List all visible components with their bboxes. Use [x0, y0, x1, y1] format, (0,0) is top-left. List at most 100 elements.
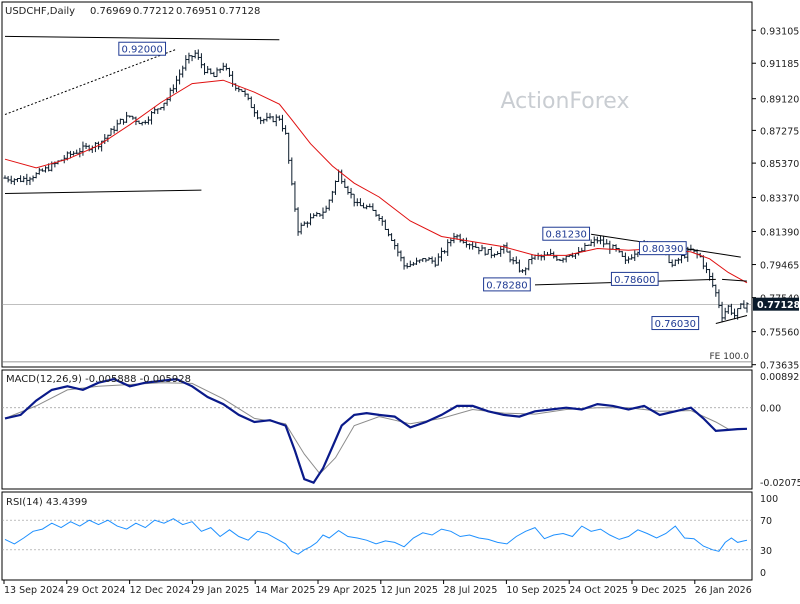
ohlc-bar: [402, 256, 406, 270]
ohlc-bar: [75, 149, 79, 154]
ohlc-bar: [458, 233, 462, 243]
level-label: 0.78280: [483, 277, 531, 292]
price-tick-label: 0.73635: [760, 361, 799, 372]
ohlc-bar: [268, 113, 272, 120]
ohlc-bar: [202, 62, 207, 75]
ohlc-close: 0.77128: [219, 6, 260, 17]
ohlc-bar: [577, 247, 581, 256]
ohlc-bar: [199, 53, 204, 69]
level-label-box: [638, 241, 687, 256]
level-label-box: [483, 277, 531, 292]
trendline: [4, 189, 202, 195]
ohlc-bar: [25, 173, 29, 186]
ohlc-bar: [252, 104, 257, 117]
ohlc-bar: [15, 177, 20, 183]
ohlc-bar: [617, 247, 621, 253]
macd-title: MACD(12,26,9) -0.005888 -0.005928: [6, 374, 191, 385]
ohlc-bar: [71, 151, 76, 156]
x-tick-label: 13 Sep 2024: [4, 585, 64, 596]
ohlc-bar: [386, 228, 391, 237]
level-label-text: 0.81230: [545, 230, 586, 241]
ohlc-high: 0.77212: [133, 6, 174, 17]
ohlc-bar: [31, 175, 35, 182]
ohlc-bar: [598, 235, 603, 245]
ohlc-bar: [137, 120, 141, 125]
price-tick-label: 0.91185: [760, 59, 799, 70]
ohlc-bar: [536, 252, 540, 260]
level-label: 0.92000: [118, 41, 167, 56]
x-tick-label: 29 Oct 2024: [67, 585, 126, 596]
ohlc-bar: [22, 176, 26, 183]
ohlc-bar: [389, 233, 394, 242]
ohlc-bar: [118, 118, 122, 125]
rsi-title: RSI(14) 43.4399: [6, 497, 87, 508]
ohlc-bar: [68, 150, 73, 159]
watermark: ActionForex: [501, 89, 630, 114]
price-bars: [3, 49, 749, 323]
ohlc-bar: [324, 205, 328, 213]
rsi-panel-frame: [1, 491, 753, 581]
ohlc-bar: [620, 251, 624, 257]
ohlc-bar: [196, 49, 200, 60]
price-tick-label: 0.85370: [760, 159, 799, 170]
ohlc-bar: [215, 67, 219, 78]
trendline: [722, 278, 748, 282]
macd-signal-line: [4, 382, 748, 475]
ohlc-bar: [259, 116, 263, 125]
ohlc-bar: [471, 241, 475, 250]
level-label: 0.80390: [638, 241, 687, 256]
ohlc-bar: [670, 259, 674, 268]
ohlc-bar: [383, 219, 387, 230]
x-axis: 13 Sep 2024 29 Oct 2024 12 Dec 2024 29 Jan …: [3, 580, 752, 596]
macd-line: [4, 377, 748, 485]
ohlc-bar: [623, 252, 628, 265]
ohlc-bar: [168, 87, 172, 102]
ohlc-bar: [439, 247, 444, 262]
fe-level-label: FE 100.0: [710, 352, 750, 362]
price-tick-label: 0.79465: [760, 261, 799, 272]
ohlc-bar: [221, 62, 225, 71]
ohlc-bar: [321, 207, 325, 220]
level-label-box: [651, 316, 700, 331]
ohlc-bar: [489, 246, 493, 259]
ohlc-bar: [368, 203, 372, 208]
ohlc-bar: [124, 111, 129, 123]
macd-tick-label: -0.020759: [760, 478, 800, 489]
ohlc-bar: [277, 115, 281, 121]
ohlc-bar: [380, 215, 384, 226]
ohlc-bar: [84, 142, 88, 150]
ohlc-low: 0.76951: [176, 6, 217, 17]
ohlc-bar: [626, 256, 631, 264]
moving-average-line: [4, 79, 748, 284]
ohlc-bar: [115, 119, 119, 132]
ohlc-bar: [461, 238, 465, 244]
ohlc-bar: [592, 236, 596, 247]
ohlc-bar: [630, 254, 634, 260]
ohlc-bar: [287, 132, 291, 164]
ohlc-bar: [315, 211, 319, 217]
ohlc-bar: [508, 250, 512, 263]
ohlc-bar: [545, 251, 550, 256]
ohlc-bar: [181, 65, 185, 78]
ohlc-bar: [37, 167, 41, 175]
symbol-label: USDCHF,Daily: [5, 6, 75, 17]
ohlc-bar: [274, 114, 278, 127]
ohlc-bar: [193, 50, 197, 59]
rsi-line: [4, 518, 748, 555]
ohlc-bar: [28, 176, 32, 186]
ohlc-bar: [128, 115, 132, 118]
ohlc-bar: [408, 260, 412, 268]
price-tick-label: 0.81390: [760, 227, 799, 238]
ohlc-bar: [227, 67, 232, 77]
ohlc-bar: [514, 256, 518, 264]
macd-tick-label: 0.008923: [760, 372, 800, 383]
ohlc-bar: [262, 118, 266, 124]
ohlc-bar: [12, 178, 16, 186]
level-label-text: 0.78600: [614, 275, 655, 286]
ohlc-bar: [561, 257, 565, 263]
ohlc-bar: [143, 120, 147, 125]
ohlc-bar: [608, 240, 612, 254]
ohlc-bar: [162, 102, 166, 111]
ohlc-bar: [707, 268, 712, 281]
